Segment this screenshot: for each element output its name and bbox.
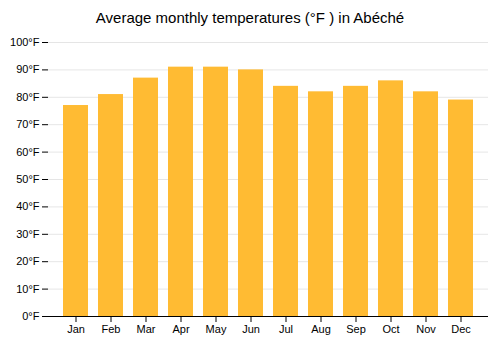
- svg-text:Aug: Aug: [311, 323, 331, 335]
- svg-text:10°F: 10°F: [16, 283, 40, 295]
- svg-text:0°F: 0°F: [22, 310, 40, 322]
- svg-text:Jun: Jun: [242, 323, 260, 335]
- svg-text:40°F: 40°F: [16, 200, 40, 212]
- html-text:Average monthly temperatures (: Average monthly temperatures (°F ) in Ab…: [95, 9, 405, 26]
- svg-text:Feb: Feb: [102, 323, 121, 335]
- svg-text:Nov: Nov: [416, 323, 436, 335]
- svg-text:Oct: Oct: [382, 323, 399, 335]
- svg-text:Dec: Dec: [451, 323, 471, 335]
- svg-text:Jul: Jul: [279, 323, 293, 335]
- svg-text:Apr: Apr: [172, 323, 189, 335]
- svg-text:80°F: 80°F: [16, 91, 40, 103]
- svg-text:May: May: [206, 323, 227, 335]
- svg-text:Jan: Jan: [67, 323, 85, 335]
- svg-text:30°F: 30°F: [16, 228, 40, 240]
- svg-text:50°F: 50°F: [16, 173, 40, 185]
- svg-text:90°F: 90°F: [16, 63, 40, 75]
- svg-text:100°F: 100°F: [10, 36, 40, 48]
- svg-text:Sep: Sep: [346, 323, 366, 335]
- svg-text:60°F: 60°F: [16, 146, 40, 158]
- svg-text:70°F: 70°F: [16, 118, 40, 130]
- svg-text:20°F: 20°F: [16, 255, 40, 267]
- svg-text:Mar: Mar: [137, 323, 156, 335]
